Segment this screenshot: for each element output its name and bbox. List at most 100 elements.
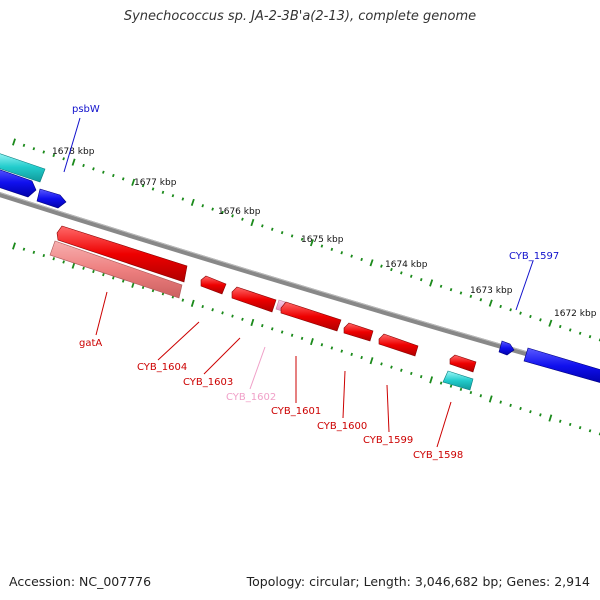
upper-scale-minor-tick [300,237,304,241]
label-CYB_1599[interactable]: CYB_1599 [363,435,413,446]
lower-scale-minor-tick [320,343,324,347]
lower-scale-minor-tick [300,336,304,340]
scale-ticks-lower [12,242,600,436]
lower-scale-major-tick [250,318,255,327]
gene-CYB_1599[interactable] [378,333,419,357]
lower-scale-minor-tick [469,390,473,395]
label-CYB_1602[interactable]: CYB_1602 [226,392,276,403]
lower-scale-minor-tick [231,314,234,318]
upper-scale-major-tick [309,239,314,247]
upper-scale-minor-tick [320,244,324,248]
reverse-rna-feature[interactable] [442,370,474,391]
forward-gene-feature-right[interactable] [523,347,600,384]
lower-scale-minor-tick [390,365,393,369]
upper-scale-minor-tick [112,173,115,178]
upper-scale-minor-tick [409,274,413,278]
lower-scale-minor-tick [211,308,214,312]
upper-scale-minor-tick [578,331,582,335]
lower-scale-major-tick [369,357,374,365]
label-psbW[interactable]: psbW [72,104,100,115]
gene-CYB_1604[interactable] [56,225,188,283]
upper-scale-minor-tick [350,254,353,258]
upper-scale-minor-tick [459,291,463,295]
forward-gene-feature[interactable] [0,168,37,198]
scale-label-1677: 1677 kbp [134,178,177,188]
lower-scale-minor-tick [568,422,572,427]
label-CYB_1601[interactable]: CYB_1601 [271,406,321,417]
genome-backbone [0,191,600,378]
lower-scale-minor-tick [82,266,85,270]
upper-scale-minor-tick [509,308,512,312]
upper-scale-minor-tick [141,184,145,188]
scale-label-1674: 1674 kbp [385,260,428,270]
lower-scale-minor-tick [141,285,145,290]
gene-CYB_1602[interactable] [231,286,277,313]
scale-label-1673: 1673 kbp [470,286,513,296]
upper-scale-minor-tick [211,207,214,211]
lower-scale-minor-tick [42,253,46,258]
upper-scale-minor-tick [221,210,224,215]
label-CYB_1598[interactable]: CYB_1598 [413,450,463,461]
lower-scale-minor-tick [270,327,274,331]
lower-scale-minor-tick [410,371,413,376]
gene-CYB_1597[interactable] [498,340,515,356]
label-CYB_1604[interactable]: CYB_1604 [137,362,187,373]
lower-scale-minor-tick [330,346,334,350]
upper-scale-minor-tick [231,214,234,218]
lower-scale-minor-tick [449,384,453,388]
upper-scale-major-tick [12,138,16,146]
lower-scale-major-tick [190,299,195,307]
gene-gatA-pseudo[interactable] [49,240,183,299]
upper-scale-minor-tick [529,314,532,319]
label-CYB_1597[interactable]: CYB_1597 [509,251,559,262]
gene-psbW[interactable] [36,188,67,209]
lower-scale-minor-tick [529,410,532,414]
upper-scale-minor-tick [32,147,36,151]
lower-scale-minor-tick [181,298,185,302]
upper-scale-minor-tick [22,143,26,147]
label-CYB_1603[interactable]: CYB_1603 [183,377,233,388]
gene-CYB_1600[interactable] [343,322,374,342]
upper-scale-minor-tick [568,328,572,332]
scale-ticks-upper [12,138,600,342]
lower-scale-minor-tick [112,276,115,280]
upper-scale-major-tick [488,299,493,307]
label-gatA[interactable]: gatA [79,338,102,349]
upper-scale-minor-tick [82,163,85,168]
lower-scale-minor-tick [121,279,125,283]
upper-scale-minor-tick [280,231,284,235]
upper-scale-minor-tick [419,278,423,282]
upper-scale-minor-tick [479,298,483,302]
lower-scale-minor-tick [102,273,105,277]
lower-scale-minor-tick [539,413,542,417]
lower-scale-minor-tick [459,387,463,391]
lower-scale-minor-tick [578,426,582,430]
genome-backbone-highlight [0,192,600,374]
lower-scale-minor-tick [400,368,403,372]
lower-scale-major-tick [12,242,16,250]
upper-scale-minor-tick [270,227,274,231]
lower-scale-minor-tick [52,257,56,261]
upper-scale-minor-tick [380,264,383,268]
genome-title: Synechococcus sp. JA-2-3B'a(2-13), compl… [123,9,477,24]
lower-scale-minor-tick [360,355,363,360]
forward-rna-feature[interactable] [0,152,46,183]
label-CYB_1600[interactable]: CYB_1600 [317,421,367,432]
leader-gatA [95,291,108,336]
gene-CYB_1603[interactable] [200,275,227,295]
leader-CYB_1600 [342,370,346,419]
upper-scale-minor-tick [330,247,334,251]
lower-scale-minor-tick [419,375,423,379]
accession-text: Accession: NC_007776 [9,574,152,589]
upper-scale-major-tick [369,259,374,267]
leader-psbW [63,117,81,173]
gene-CYB_1601[interactable] [280,301,342,332]
leader-CYB_1597 [515,260,534,311]
upper-scale-minor-tick [161,190,165,194]
lower-scale-major-tick [429,376,434,384]
gene-CYB_1598[interactable] [449,354,477,373]
lower-scale-major-tick [310,338,314,346]
lower-scale-minor-tick [62,260,65,264]
lower-scale-minor-tick [479,394,483,398]
upper-scale-major-tick [548,319,553,327]
